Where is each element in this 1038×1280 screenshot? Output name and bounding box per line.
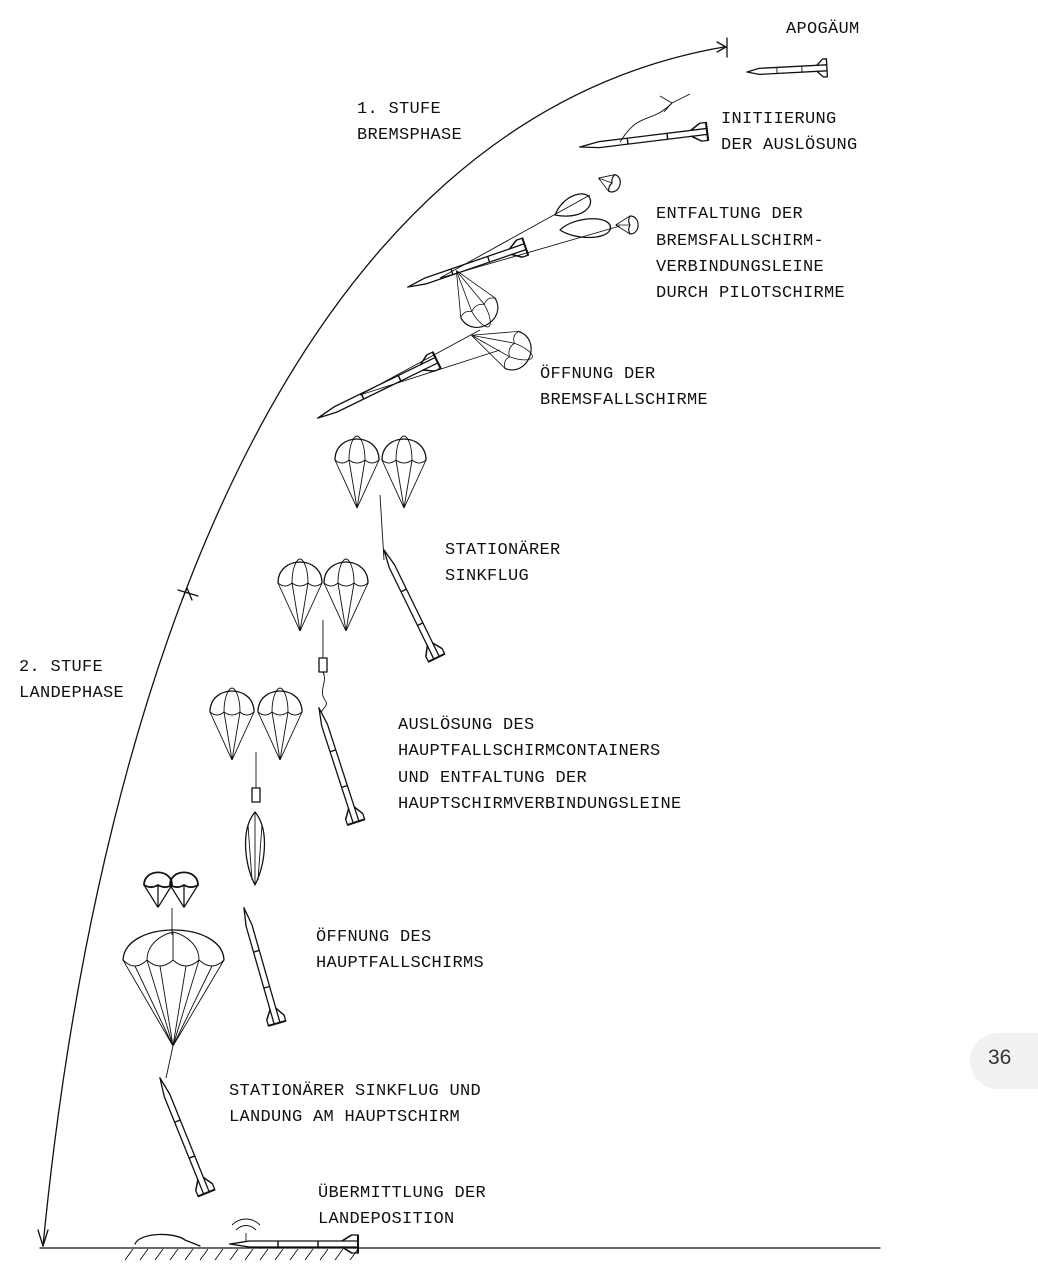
label-release-main-line1: AUSLÖSUNG DES — [398, 715, 535, 735]
label-open-drogue-line2: BREMSFALLSCHIRME — [540, 391, 708, 410]
trajectory-arc — [37, 37, 728, 1247]
label-stage1-line1: 1. STUFE — [357, 100, 441, 119]
label-open-drogue-line1: ÖFFNUNG DER — [540, 364, 656, 384]
page-number: 36 — [988, 1046, 1012, 1069]
rocket-initiation — [577, 93, 710, 157]
label-deploy-drogue-line4: DURCH PILOTSCHIRME — [656, 284, 845, 303]
label-open-main-line2: HAUPTFALLSCHIRMS — [316, 954, 484, 973]
label-stage2-line2: LANDEPHASE — [19, 684, 124, 703]
label-stage1-line2: BREMSPHASE — [357, 126, 462, 145]
label-landing-line1: STATIONÄRER SINKFLUG UND — [229, 1081, 481, 1101]
rocket-drogue-deployment — [404, 169, 639, 297]
label-release-main-line4: HAUPTSCHIRMVERBINDUNGSLEINE — [398, 795, 682, 814]
label-deploy-drogue-line3: VERBINDUNGSLEINE — [656, 258, 824, 277]
label-apogee: APOGÄUM — [786, 19, 860, 39]
rocket-main-descent — [122, 871, 225, 1198]
ground — [39, 1247, 881, 1261]
rocket-steady-descent — [334, 435, 446, 663]
rocket-apogee — [745, 58, 829, 82]
label-steady-line2: SINKFLUG — [445, 567, 529, 586]
label-initiation-line2: DER AUSLÖSUNG — [721, 135, 858, 155]
label-deploy-drogue-line1: ENTFALTUNG DER — [656, 205, 803, 224]
label-deploy-drogue-line2: BREMSFALLSCHIRM- — [656, 232, 824, 251]
rocket-main-opening — [209, 687, 303, 1027]
page-number-badge — [970, 1033, 1038, 1089]
label-initiation-line1: INITIIERUNG — [721, 110, 837, 129]
label-transmit-line1: ÜBERMITTLUNG DER — [318, 1183, 486, 1203]
label-stage2-line1: 2. STUFE — [19, 658, 103, 677]
label-open-main-line1: ÖFFNUNG DES — [316, 927, 432, 947]
label-steady-line1: STATIONÄRER — [445, 540, 561, 560]
label-landing-line2: LANDUNG AM HAUPTSCHIRM — [229, 1108, 460, 1127]
rocket-main-release — [277, 558, 369, 826]
label-transmit-line2: LANDEPOSITION — [318, 1210, 455, 1229]
label-release-main-line3: UND ENTFALTUNG DER — [398, 769, 587, 788]
label-release-main-line2: HAUPTFALLSCHIRMCONTAINERS — [398, 742, 661, 761]
rocket-landed — [134, 1218, 360, 1255]
rocket-drogue-opening — [313, 260, 540, 428]
